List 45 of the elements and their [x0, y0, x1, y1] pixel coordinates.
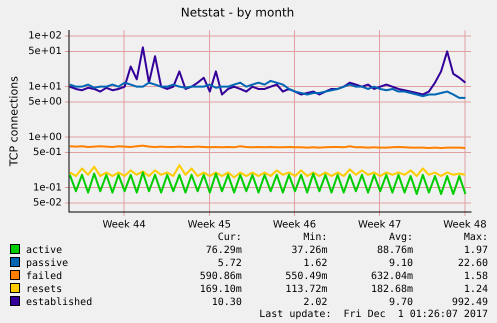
text: 1.97 [462, 244, 488, 257]
chart-title: Netstat - by month [180, 5, 294, 20]
y-tick-label: 1e+02 [28, 30, 62, 42]
text: 5.72 [216, 257, 242, 270]
y-tick-label: 1e+01 [28, 81, 62, 92]
text: 113.72m [284, 283, 328, 296]
text: 1.58 [462, 270, 488, 283]
x-tick-label: Week 44 [102, 220, 146, 231]
y-tick-label: 5e+00 [28, 96, 62, 108]
y-tick-label: 1e-01 [32, 182, 62, 194]
y-axis-title: TCP connections [7, 76, 20, 168]
text: Avg: [388, 232, 414, 244]
text: 22.60 [456, 257, 488, 270]
text: 9.10 [388, 257, 414, 270]
text: 76.29m [204, 244, 242, 257]
text: 169.10m [198, 283, 242, 296]
text: Min: [302, 232, 328, 244]
y-tick-label: 5e-02 [32, 197, 62, 208]
legend-label: active [26, 245, 62, 256]
legend-label: resets [26, 284, 62, 295]
text: 550.49m [284, 270, 328, 283]
x-tick-label: Week 48 [443, 220, 487, 231]
text: 88.76m [376, 244, 414, 257]
legend-label: failed [26, 271, 62, 282]
text: 1.24 [462, 283, 488, 296]
y-tick-label: 5e+01 [28, 46, 62, 57]
text: 37.26m [290, 244, 328, 257]
text: Cur: [216, 232, 242, 244]
text: 1.62 [302, 257, 328, 270]
text: 2.02 [302, 296, 328, 309]
text: 992.49 [450, 296, 488, 309]
y-tick-label: 5e-01 [32, 146, 62, 158]
text: Max: [462, 232, 488, 244]
x-tick-label: Week 47 [358, 220, 402, 231]
text: 590.86m [198, 270, 242, 283]
text: Last update: Fri Dec 1 01:26:07 2017 [258, 309, 488, 321]
text: 9.70 [388, 296, 414, 309]
text: 182.68m [370, 283, 414, 296]
text: 632.04m [370, 270, 414, 283]
text: 10.30 [210, 296, 242, 309]
legend-label: established [26, 297, 92, 308]
x-tick-label: Week 46 [272, 220, 316, 231]
x-tick-label: Week 45 [188, 220, 231, 231]
legend-label: passive [26, 258, 68, 269]
y-tick-label: 1e+00 [28, 132, 62, 143]
